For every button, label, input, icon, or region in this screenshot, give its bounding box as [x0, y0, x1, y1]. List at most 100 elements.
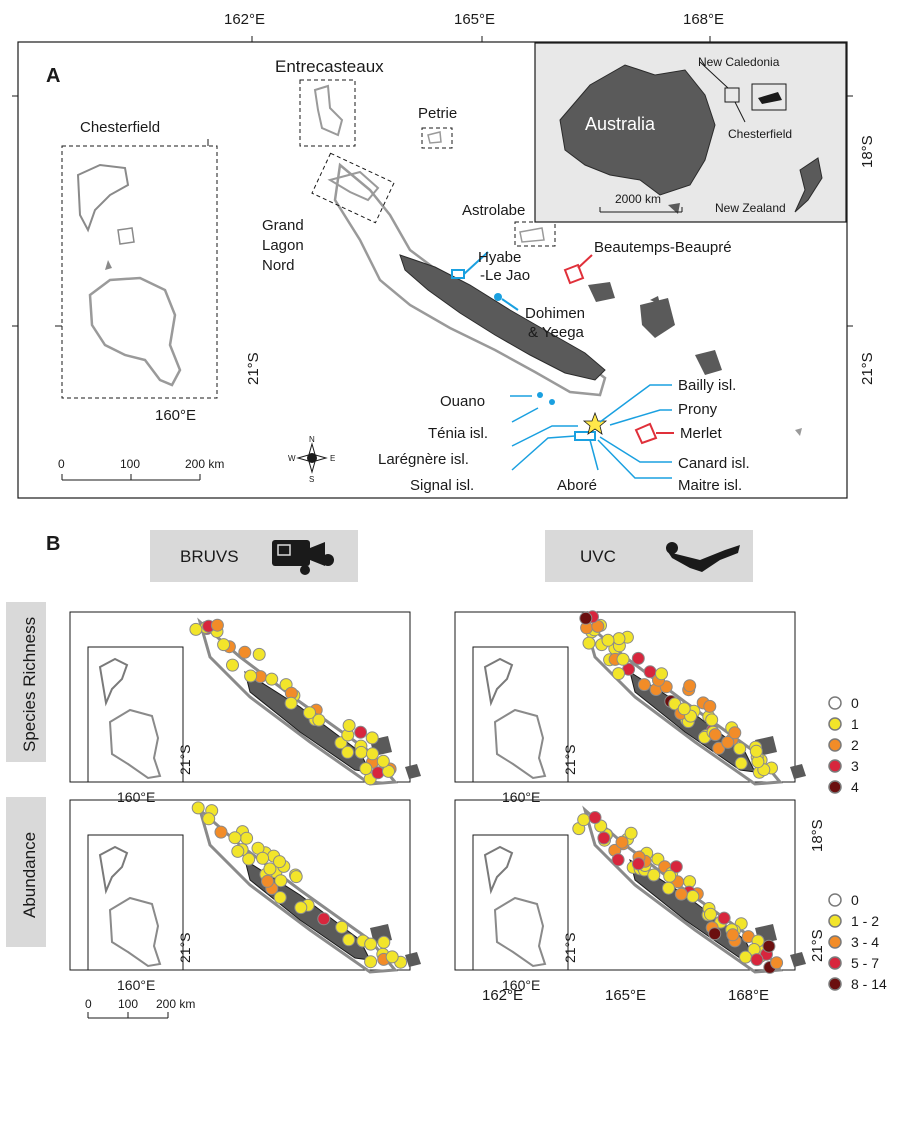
site-marker — [377, 935, 391, 949]
mini-lifou-3 — [790, 952, 806, 967]
mini-inset-reef-a-3 — [483, 845, 514, 895]
inset-new-caledonia: New Caledonia — [698, 55, 780, 69]
mini-map-3 — [472, 805, 806, 974]
site-marker — [273, 891, 287, 904]
site-marker — [202, 812, 216, 826]
label-astrolabe: Astrolabe — [462, 202, 525, 219]
site-marker — [704, 907, 717, 921]
label-maitre: Maitre isl. — [678, 477, 742, 494]
panel-a: A 162°E 165°E 168°E 18°S 21°S Chesterfie… — [12, 11, 876, 499]
site-marker — [354, 745, 368, 759]
abundance-swatch-0 — [828, 893, 842, 907]
site-marker — [655, 667, 668, 681]
inset-chesterfield: Chesterfield — [728, 127, 792, 141]
site-marker — [226, 658, 239, 672]
site-marker — [631, 857, 645, 871]
label-hyabe: Hyabe — [478, 249, 521, 266]
abundance-label-0: 0 — [851, 892, 859, 908]
label-yeega: & Yeega — [528, 324, 585, 341]
abundance-label-2: 3 - 4 — [851, 934, 879, 950]
b-right-21s: 21°S — [809, 929, 826, 962]
site-marker — [364, 955, 378, 969]
b-inset-lat-3: 21°S — [177, 932, 193, 963]
compass-rose: N S W E — [288, 435, 335, 484]
site-marker — [265, 672, 279, 686]
richness-swatch-2 — [828, 738, 842, 752]
b-inset-lon-3: 160°E — [117, 977, 155, 993]
mini-inset-0 — [87, 646, 184, 783]
b-scale-100: 100 — [118, 997, 138, 1011]
b-bottom-162: 162°E — [482, 987, 523, 1004]
legend-richness: 0 1 2 3 4 — [828, 695, 859, 795]
panel-b-letter: B — [46, 533, 60, 555]
b-inset-lon-4: 160°E — [502, 977, 540, 993]
right-tick-21s: 21°S — [859, 352, 876, 385]
site-marker — [616, 652, 630, 666]
site-marker — [582, 636, 596, 650]
scale-0: 0 — [58, 457, 65, 471]
site-marker — [240, 831, 254, 845]
site-marker — [577, 813, 591, 827]
abundance-label-1: 1 - 2 — [851, 913, 879, 929]
site-marker — [637, 678, 651, 692]
mini-lifou-1 — [790, 764, 806, 779]
site-marker — [341, 745, 355, 759]
b-scale-200: 200 km — [156, 997, 195, 1011]
site-marker — [612, 632, 626, 646]
site-marker — [354, 725, 368, 739]
label-merlet: Merlet — [680, 425, 723, 442]
site-marker — [312, 713, 326, 727]
site-marker — [734, 756, 748, 770]
diver-icon — [666, 542, 740, 572]
richness-swatch-0 — [828, 696, 842, 710]
site-marker — [210, 618, 224, 632]
bruvs-label: BRUVS — [180, 547, 239, 566]
top-tick-165: 165°E — [454, 11, 495, 28]
site-marker — [721, 735, 735, 749]
site-marker — [228, 831, 242, 845]
site-marker — [733, 742, 747, 756]
site-marker — [703, 699, 717, 713]
mini-inset-reef-b-3 — [493, 896, 547, 968]
mini-inset-3 — [472, 834, 569, 971]
label-petrie: Petrie — [418, 105, 457, 122]
mini-inset-reef-b-0 — [108, 708, 162, 780]
mini-inset-reef-a-1 — [483, 657, 514, 707]
richness-swatch-3 — [828, 759, 842, 773]
site-marker — [686, 889, 700, 903]
site-marker — [364, 937, 378, 951]
mini-lifou-0 — [405, 764, 421, 779]
site-marker — [669, 860, 683, 874]
richness-label-2: 2 — [851, 737, 859, 753]
panel-a-frame — [17, 41, 848, 499]
site-marker — [274, 874, 288, 888]
site-marker — [342, 719, 356, 732]
site-marker — [662, 881, 675, 895]
mini-inset-1 — [472, 646, 569, 783]
site-marker — [385, 950, 399, 964]
label-canard: Canard isl. — [678, 455, 750, 472]
site-marker — [674, 887, 688, 901]
richness-swatch-4 — [828, 780, 842, 794]
site-marker — [256, 851, 270, 865]
site-marker — [663, 869, 677, 883]
site-marker — [579, 611, 593, 625]
chesterfield-inset: Chesterfield 21°S 160°E 0 100 200 km — [55, 119, 262, 481]
b-bottom-165: 165°E — [605, 987, 646, 1004]
richness-row-tab — [6, 602, 46, 762]
site-marker — [217, 638, 231, 652]
label-grand: Grand — [262, 217, 304, 234]
richness-label-1: 1 — [851, 716, 859, 732]
abundance-label-3: 5 - 7 — [851, 955, 879, 971]
camera-icon — [272, 540, 334, 575]
site-marker — [242, 852, 256, 866]
site-marker — [712, 741, 726, 755]
site-marker — [770, 956, 784, 970]
panel-a-letter: A — [46, 65, 60, 87]
top-tick-162: 162°E — [224, 11, 265, 28]
site-marker — [335, 920, 349, 934]
label-bailly: Bailly isl. — [678, 377, 736, 394]
site-marker — [238, 645, 252, 659]
b-inset-lat-4: 21°S — [562, 932, 578, 963]
row-abundance: Abundance — [20, 832, 39, 918]
